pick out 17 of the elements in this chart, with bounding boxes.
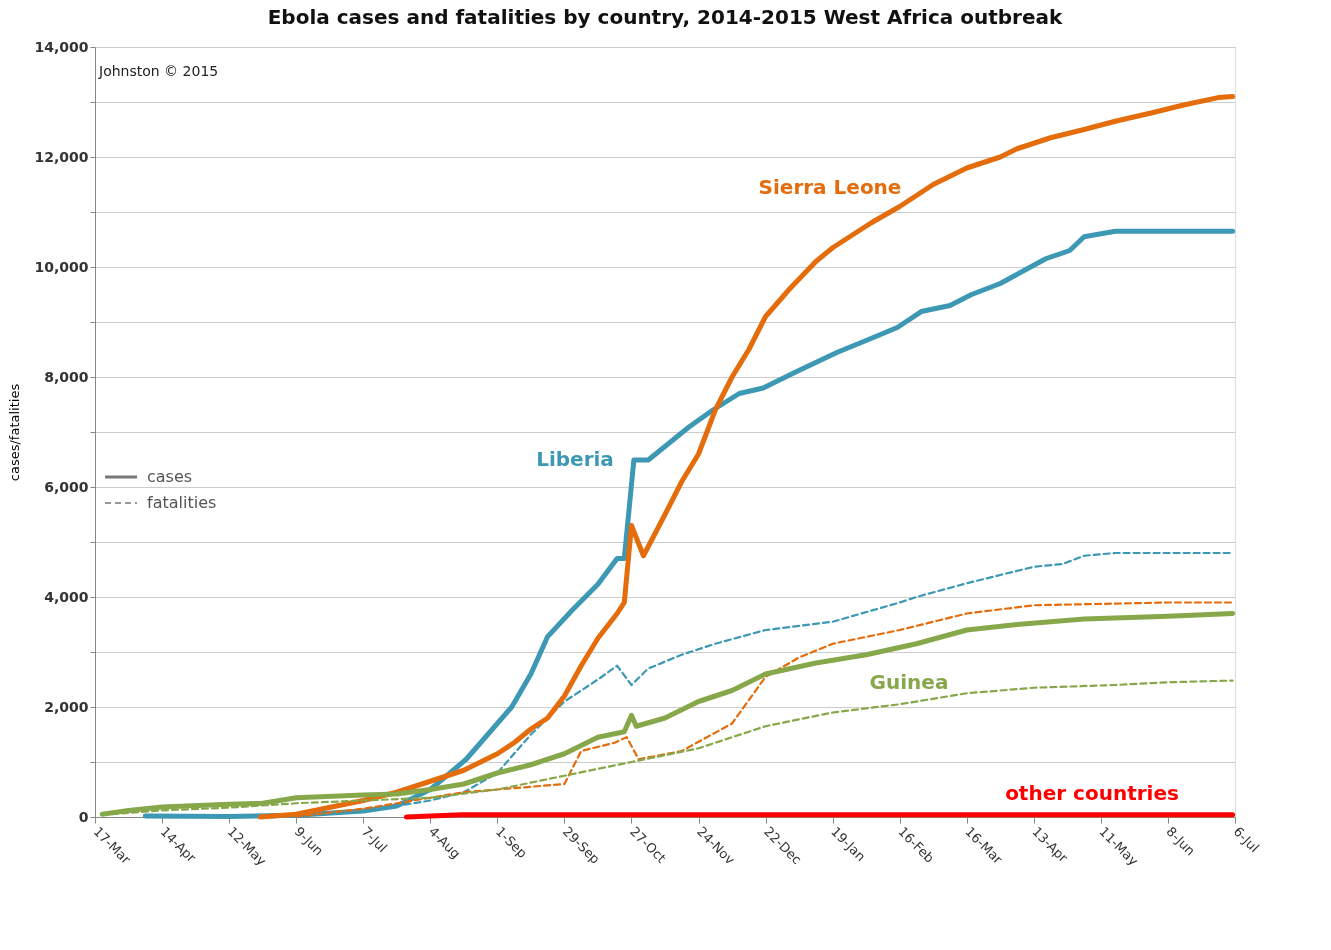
y-tick-label: 10,000 [34,258,89,275]
y-tick-label: 2,000 [44,698,89,715]
series-label: Guinea [869,670,949,694]
annotation: fatalities [147,493,217,512]
series-label: Liberia [536,447,614,471]
y-tick-label: 8,000 [44,368,89,385]
y-tick-label: 0 [78,808,89,825]
y-tick-label: 14,000 [34,38,89,55]
y-tick-label: 6,000 [44,478,89,495]
chart-title: Ebola cases and fatalities by country, 2014-2015 West Africa outbreak [267,5,1064,29]
y-axis-title: cases/fatalities [7,383,23,482]
annotation: Johnston © 2015 [98,63,219,79]
y-tick-label: 12,000 [34,148,89,165]
series-label: other countries [1005,781,1179,805]
annotation: cases [147,467,193,486]
y-tick-label: 4,000 [44,588,89,605]
series-label: Sierra Leone [758,175,902,199]
